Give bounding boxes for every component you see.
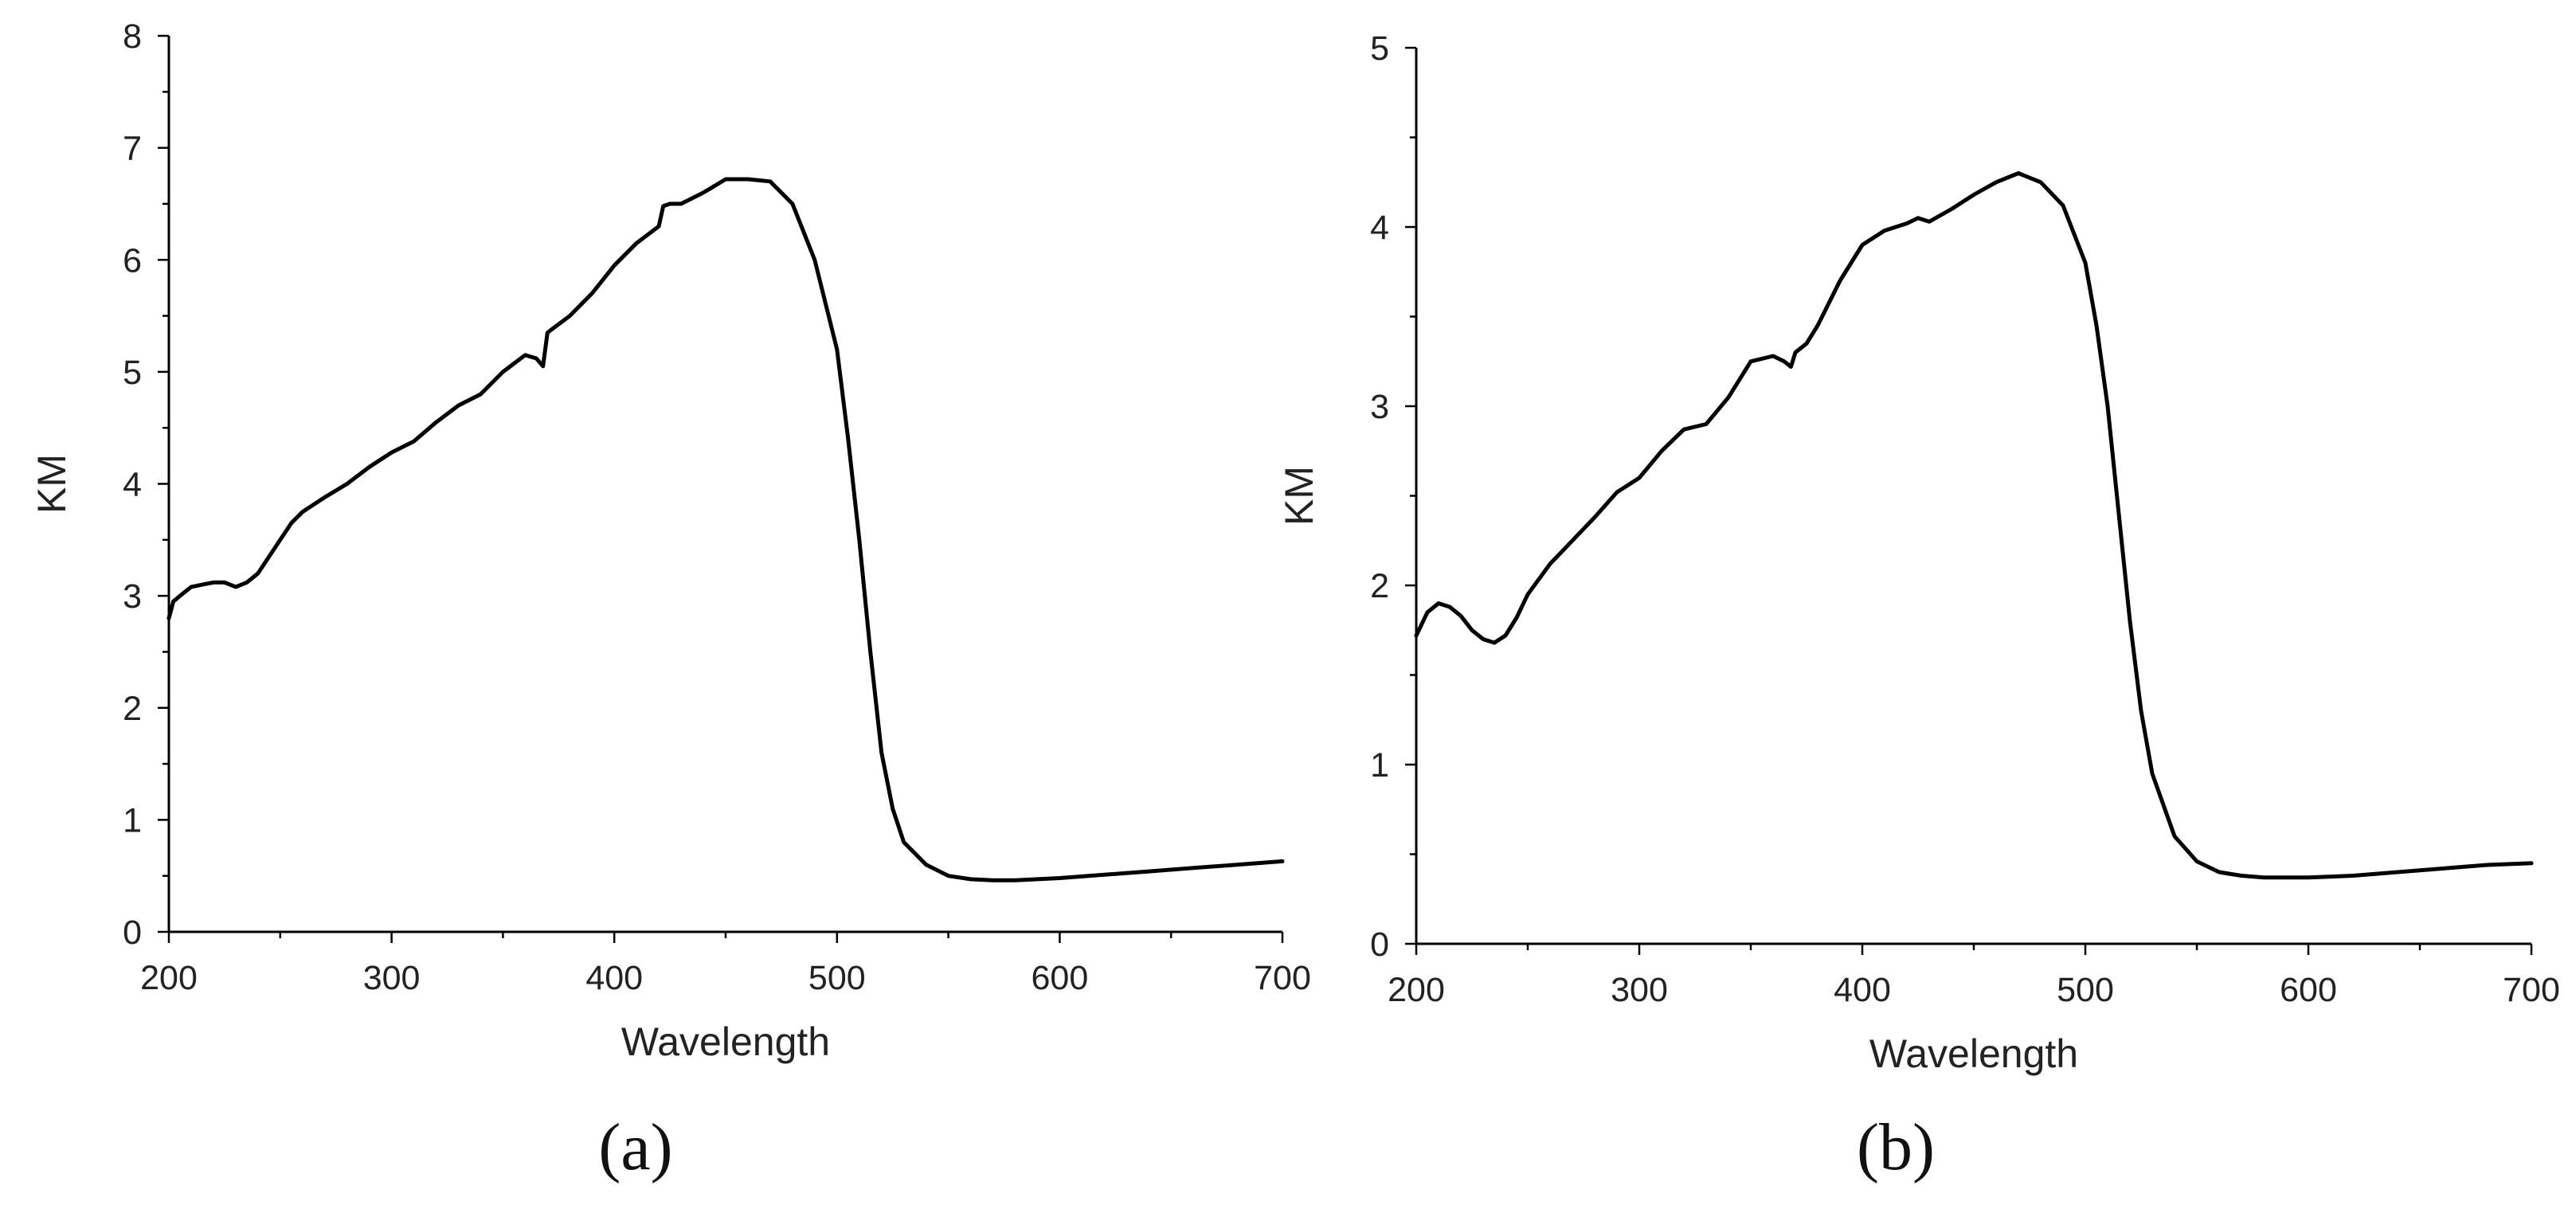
y-tick-label: 4 [1370,209,1389,247]
x-tick-label: 200 [1388,971,1445,1009]
y-tick-label: 1 [1370,746,1389,785]
x-tick-label: 700 [1254,959,1311,997]
y-tick-label: 3 [123,577,142,616]
x-tick-label: 300 [1611,971,1668,1009]
y-tick-label: 2 [1370,567,1389,605]
y-axis-title: KM [29,454,74,514]
x-tick-label: 600 [2280,971,2337,1009]
x-axis-title: Wavelength [621,1019,830,1064]
y-tick-label: 4 [123,466,142,504]
y-tick-label: 5 [123,354,142,392]
y-tick-label: 7 [123,130,142,168]
x-tick-label: 400 [585,959,643,997]
y-tick-label: 5 [1370,29,1389,68]
y-tick-label: 0 [123,914,142,952]
x-tick-label: 400 [1834,971,1891,1009]
chart-panel-a: 200 300 400 500 600 700 0 1 2 3 4 5 6 7 8 Wavelength KM [29,18,1311,1064]
panel-label: (a) [598,1110,672,1184]
x-tick-label: 700 [2503,971,2560,1009]
series-line-km [166,177,1285,882]
y-axis-title: KM [1277,466,1321,526]
y-tick-label: 8 [123,18,142,56]
x-axis-title: Wavelength [1869,1031,2078,1076]
x-tick-label: 500 [2057,971,2114,1009]
y-tick-label: 3 [1370,388,1389,426]
x-tick-label: 500 [808,959,866,997]
y-tick-label: 0 [1370,925,1389,964]
panel-label: (b) [1857,1110,1935,1184]
series-line-km [1414,171,2534,880]
y-tick-label: 6 [123,241,142,280]
y-tick-label: 2 [123,690,142,728]
x-tick-label: 200 [140,959,198,997]
chart-panel-b: 200 300 400 500 600 700 0 1 2 3 4 5 Wavelength KM [1277,29,2560,1076]
x-tick-label: 600 [1032,959,1089,997]
x-tick-label: 300 [363,959,421,997]
y-tick-label: 1 [123,801,142,839]
